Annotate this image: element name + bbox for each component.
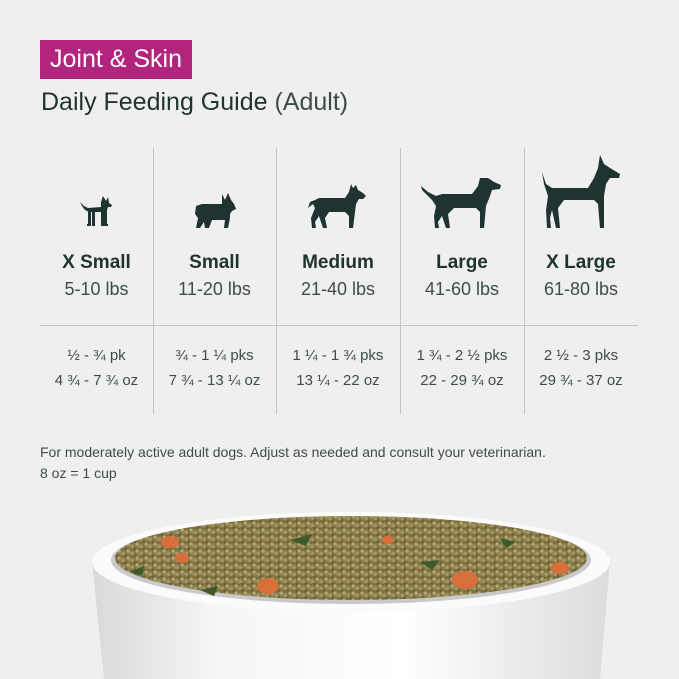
size-label: Large <box>436 252 488 273</box>
size-column-x-small: X Small 5-10 lbs ½ - ¾ pk 4 ¾ - 7 ¾ oz <box>40 148 153 414</box>
pack-amount: ½ - ¾ pk <box>67 347 126 364</box>
page-title: Daily Feeding Guide (Adult) <box>41 88 348 117</box>
table-divider-vertical <box>524 148 525 414</box>
weight-range: 61-80 lbs <box>543 279 619 299</box>
pack-amount: 2 ½ - 3 pks <box>543 347 619 364</box>
table-divider-horizontal <box>40 325 638 326</box>
ounce-amount: 29 ¾ - 37 oz <box>539 372 623 389</box>
size-column-x-large: X Large 61-80 lbs 2 ½ - 3 pks 29 ¾ - 37 … <box>524 148 638 414</box>
great-dane-icon <box>524 148 638 230</box>
weight-range: 41-60 lbs <box>424 279 500 299</box>
table-divider-vertical <box>276 148 277 414</box>
weight-range: 11-20 lbs <box>178 279 251 299</box>
chihuahua-icon <box>40 148 153 230</box>
size-label: X Large <box>546 252 616 273</box>
feeding-note: For moderately active adult dogs. Adjust… <box>40 442 546 484</box>
feeding-note-line: For moderately active adult dogs. Adjust… <box>40 444 546 460</box>
size-label: Medium <box>302 252 374 273</box>
ounce-amount: 22 - 29 ¾ oz <box>420 372 504 389</box>
pack-amount: 1 ¾ - 2 ½ pks <box>416 347 508 364</box>
ounce-amount: 7 ¾ - 13 ¼ oz <box>168 372 261 389</box>
french-bulldog-icon <box>153 148 276 230</box>
pit-bull-icon <box>276 148 400 230</box>
size-column-small: Small 11-20 lbs ¾ - 1 ¼ pks 7 ¾ - 13 ¼ o… <box>153 148 276 414</box>
pack-amount: 1 ¼ - 1 ¾ pks <box>292 347 384 364</box>
table-divider-vertical <box>400 148 401 414</box>
ounce-amount: 13 ¼ - 22 oz <box>296 372 380 389</box>
ounce-amount: 4 ¾ - 7 ¾ oz <box>54 372 139 389</box>
conversion-note: 8 oz = 1 cup <box>40 465 117 481</box>
title-suffix: (Adult) <box>274 88 349 116</box>
labrador-icon <box>400 148 524 230</box>
weight-range: 5-10 lbs <box>64 279 129 299</box>
feeding-table: X Small 5-10 lbs ½ - ¾ pk 4 ¾ - 7 ¾ oz S… <box>40 148 638 414</box>
table-divider-vertical <box>153 148 154 414</box>
size-label: Small <box>189 252 240 273</box>
size-label: X Small <box>62 252 131 273</box>
pack-amount: ¾ - 1 ¼ pks <box>175 347 254 364</box>
weight-range: 21-40 lbs <box>300 279 376 299</box>
size-column-medium: Medium 21-40 lbs 1 ¼ - 1 ¾ pks 13 ¼ - 22… <box>276 148 400 414</box>
product-badge: Joint & Skin <box>40 40 193 79</box>
food-bowl-image <box>0 500 679 679</box>
title-main: Daily Feeding Guide <box>41 88 268 116</box>
size-column-large: Large 41-60 lbs 1 ¾ - 2 ½ pks 22 - 29 ¾ … <box>400 148 524 414</box>
